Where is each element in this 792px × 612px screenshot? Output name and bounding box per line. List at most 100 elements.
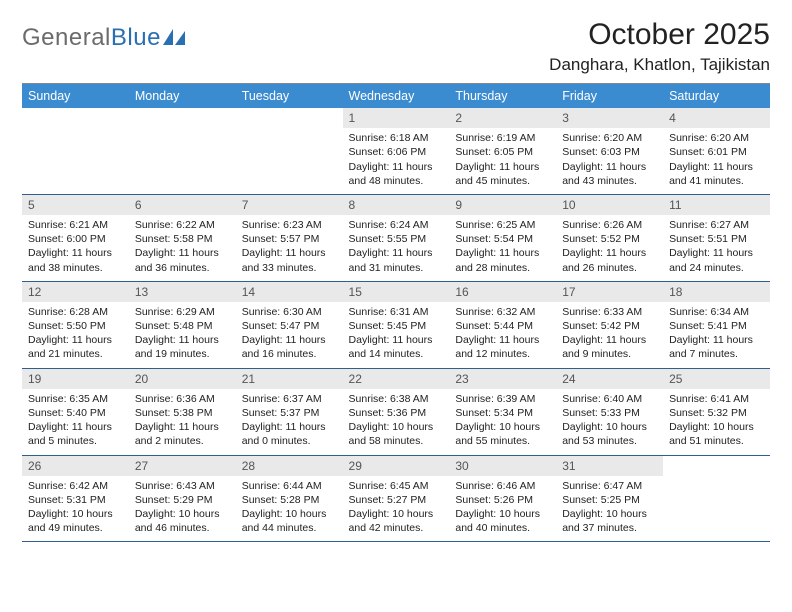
day-body: Sunrise: 6:42 AMSunset: 5:31 PMDaylight:… (22, 476, 129, 542)
sunset-text: Sunset: 5:27 PM (349, 493, 444, 507)
day-body: Sunrise: 6:27 AMSunset: 5:51 PMDaylight:… (663, 215, 770, 281)
day-body: Sunrise: 6:31 AMSunset: 5:45 PMDaylight:… (343, 302, 450, 368)
day-number (129, 108, 236, 128)
daylight-text: Daylight: 10 hours and 37 minutes. (562, 507, 657, 535)
calendar-cell: 5Sunrise: 6:21 AMSunset: 6:00 PMDaylight… (22, 194, 129, 281)
day-number: 2 (449, 108, 556, 128)
sunrise-text: Sunrise: 6:28 AM (28, 305, 123, 319)
sunrise-text: Sunrise: 6:23 AM (242, 218, 337, 232)
sunset-text: Sunset: 5:40 PM (28, 406, 123, 420)
sunset-text: Sunset: 5:38 PM (135, 406, 230, 420)
daylight-text: Daylight: 11 hours and 9 minutes. (562, 333, 657, 361)
sunrise-text: Sunrise: 6:31 AM (349, 305, 444, 319)
location-label: Danghara, Khatlon, Tajikistan (549, 55, 770, 75)
col-monday: Monday (129, 84, 236, 108)
sunrise-text: Sunrise: 6:21 AM (28, 218, 123, 232)
calendar-cell: 29Sunrise: 6:45 AMSunset: 5:27 PMDayligh… (343, 455, 450, 542)
daylight-text: Daylight: 11 hours and 26 minutes. (562, 246, 657, 274)
daylight-text: Daylight: 11 hours and 33 minutes. (242, 246, 337, 274)
calendar-cell: 19Sunrise: 6:35 AMSunset: 5:40 PMDayligh… (22, 368, 129, 455)
sunrise-text: Sunrise: 6:44 AM (242, 479, 337, 493)
sunrise-text: Sunrise: 6:26 AM (562, 218, 657, 232)
calendar-cell: 9Sunrise: 6:25 AMSunset: 5:54 PMDaylight… (449, 194, 556, 281)
day-body: Sunrise: 6:30 AMSunset: 5:47 PMDaylight:… (236, 302, 343, 368)
day-body: Sunrise: 6:21 AMSunset: 6:00 PMDaylight:… (22, 215, 129, 281)
sunset-text: Sunset: 5:42 PM (562, 319, 657, 333)
calendar-cell: 27Sunrise: 6:43 AMSunset: 5:29 PMDayligh… (129, 455, 236, 542)
day-number: 4 (663, 108, 770, 128)
daylight-text: Daylight: 10 hours and 51 minutes. (669, 420, 764, 448)
day-body (236, 128, 343, 182)
calendar-week: 1Sunrise: 6:18 AMSunset: 6:06 PMDaylight… (22, 108, 770, 194)
sunset-text: Sunset: 5:58 PM (135, 232, 230, 246)
daylight-text: Daylight: 11 hours and 19 minutes. (135, 333, 230, 361)
daylight-text: Daylight: 11 hours and 5 minutes. (28, 420, 123, 448)
sunrise-text: Sunrise: 6:42 AM (28, 479, 123, 493)
logo-word2: Blue (111, 24, 161, 51)
day-body: Sunrise: 6:22 AMSunset: 5:58 PMDaylight:… (129, 215, 236, 281)
daylight-text: Daylight: 11 hours and 16 minutes. (242, 333, 337, 361)
day-body: Sunrise: 6:37 AMSunset: 5:37 PMDaylight:… (236, 389, 343, 455)
sunrise-text: Sunrise: 6:41 AM (669, 392, 764, 406)
daylight-text: Daylight: 11 hours and 41 minutes. (669, 160, 764, 188)
sunset-text: Sunset: 6:00 PM (28, 232, 123, 246)
sunset-text: Sunset: 5:37 PM (242, 406, 337, 420)
calendar-header-row: Sunday Monday Tuesday Wednesday Thursday… (22, 84, 770, 108)
col-tuesday: Tuesday (236, 84, 343, 108)
sunset-text: Sunset: 5:48 PM (135, 319, 230, 333)
calendar-cell: 20Sunrise: 6:36 AMSunset: 5:38 PMDayligh… (129, 368, 236, 455)
sunrise-text: Sunrise: 6:38 AM (349, 392, 444, 406)
sail-icon (163, 29, 187, 47)
calendar-cell: 13 Sunrise: 6:29 AMSunset: 5:48 PMDayligh… (129, 281, 236, 368)
daylight-text: Daylight: 10 hours and 49 minutes. (28, 507, 123, 535)
sunrise-text: Sunrise: 6:24 AM (349, 218, 444, 232)
sunrise-text: Sunrise: 6:19 AM (455, 131, 550, 145)
daylight-text: Daylight: 10 hours and 53 minutes. (562, 420, 657, 448)
calendar-cell: 21Sunrise: 6:37 AMSunset: 5:37 PMDayligh… (236, 368, 343, 455)
day-number: 1 (343, 108, 450, 128)
daylight-text: Daylight: 11 hours and 43 minutes. (562, 160, 657, 188)
daylight-text: Daylight: 10 hours and 55 minutes. (455, 420, 550, 448)
calendar-cell: 6Sunrise: 6:22 AMSunset: 5:58 PMDaylight… (129, 194, 236, 281)
daylight-text: Daylight: 11 hours and 7 minutes. (669, 333, 764, 361)
sunset-text: Sunset: 5:57 PM (242, 232, 337, 246)
calendar-cell (236, 108, 343, 194)
day-number: 23 (449, 369, 556, 389)
calendar-cell: 16Sunrise: 6:32 AMSunset: 5:44 PMDayligh… (449, 281, 556, 368)
day-body: Sunrise: 6:41 AMSunset: 5:32 PMDaylight:… (663, 389, 770, 455)
calendar-table: Sunday Monday Tuesday Wednesday Thursday… (22, 84, 770, 542)
calendar-cell: 8Sunrise: 6:24 AMSunset: 5:55 PMDaylight… (343, 194, 450, 281)
day-number: 27 (129, 456, 236, 476)
calendar-cell: 28Sunrise: 6:44 AMSunset: 5:28 PMDayligh… (236, 455, 343, 542)
sunset-text: Sunset: 5:50 PM (28, 319, 123, 333)
sunset-text: Sunset: 6:01 PM (669, 145, 764, 159)
day-body (663, 476, 770, 530)
title-block: October 2025 Danghara, Khatlon, Tajikist… (549, 18, 770, 75)
sunset-text: Sunset: 5:54 PM (455, 232, 550, 246)
day-body: Sunrise: 6:23 AMSunset: 5:57 PMDaylight:… (236, 215, 343, 281)
day-body: Sunrise: 6:25 AMSunset: 5:54 PMDaylight:… (449, 215, 556, 281)
calendar-cell: 31Sunrise: 6:47 AMSunset: 5:25 PMDayligh… (556, 455, 663, 542)
calendar-cell (129, 108, 236, 194)
calendar-cell: 18Sunrise: 6:34 AMSunset: 5:41 PMDayligh… (663, 281, 770, 368)
col-sunday: Sunday (22, 84, 129, 108)
page-header: GeneralBlue October 2025 Danghara, Khatl… (22, 18, 770, 75)
sunrise-text: Sunrise: 6:37 AM (242, 392, 337, 406)
calendar-cell: 23Sunrise: 6:39 AMSunset: 5:34 PMDayligh… (449, 368, 556, 455)
day-number: 14 (236, 282, 343, 302)
calendar-cell: 30Sunrise: 6:46 AMSunset: 5:26 PMDayligh… (449, 455, 556, 542)
daylight-text: Daylight: 11 hours and 36 minutes. (135, 246, 230, 274)
calendar-cell: 12Sunrise: 6:28 AMSunset: 5:50 PMDayligh… (22, 281, 129, 368)
day-number: 13 (129, 282, 236, 302)
day-number: 22 (343, 369, 450, 389)
daylight-text: Daylight: 11 hours and 24 minutes. (669, 246, 764, 274)
sunrise-text: Sunrise: 6:40 AM (562, 392, 657, 406)
calendar-cell (22, 108, 129, 194)
sunset-text: Sunset: 5:45 PM (349, 319, 444, 333)
daylight-text: Daylight: 11 hours and 0 minutes. (242, 420, 337, 448)
day-number: 21 (236, 369, 343, 389)
day-number: 17 (556, 282, 663, 302)
daylight-text: Daylight: 11 hours and 31 minutes. (349, 246, 444, 274)
sunrise-text: Sunrise: 6:29 AM (135, 305, 230, 319)
sunset-text: Sunset: 6:03 PM (562, 145, 657, 159)
